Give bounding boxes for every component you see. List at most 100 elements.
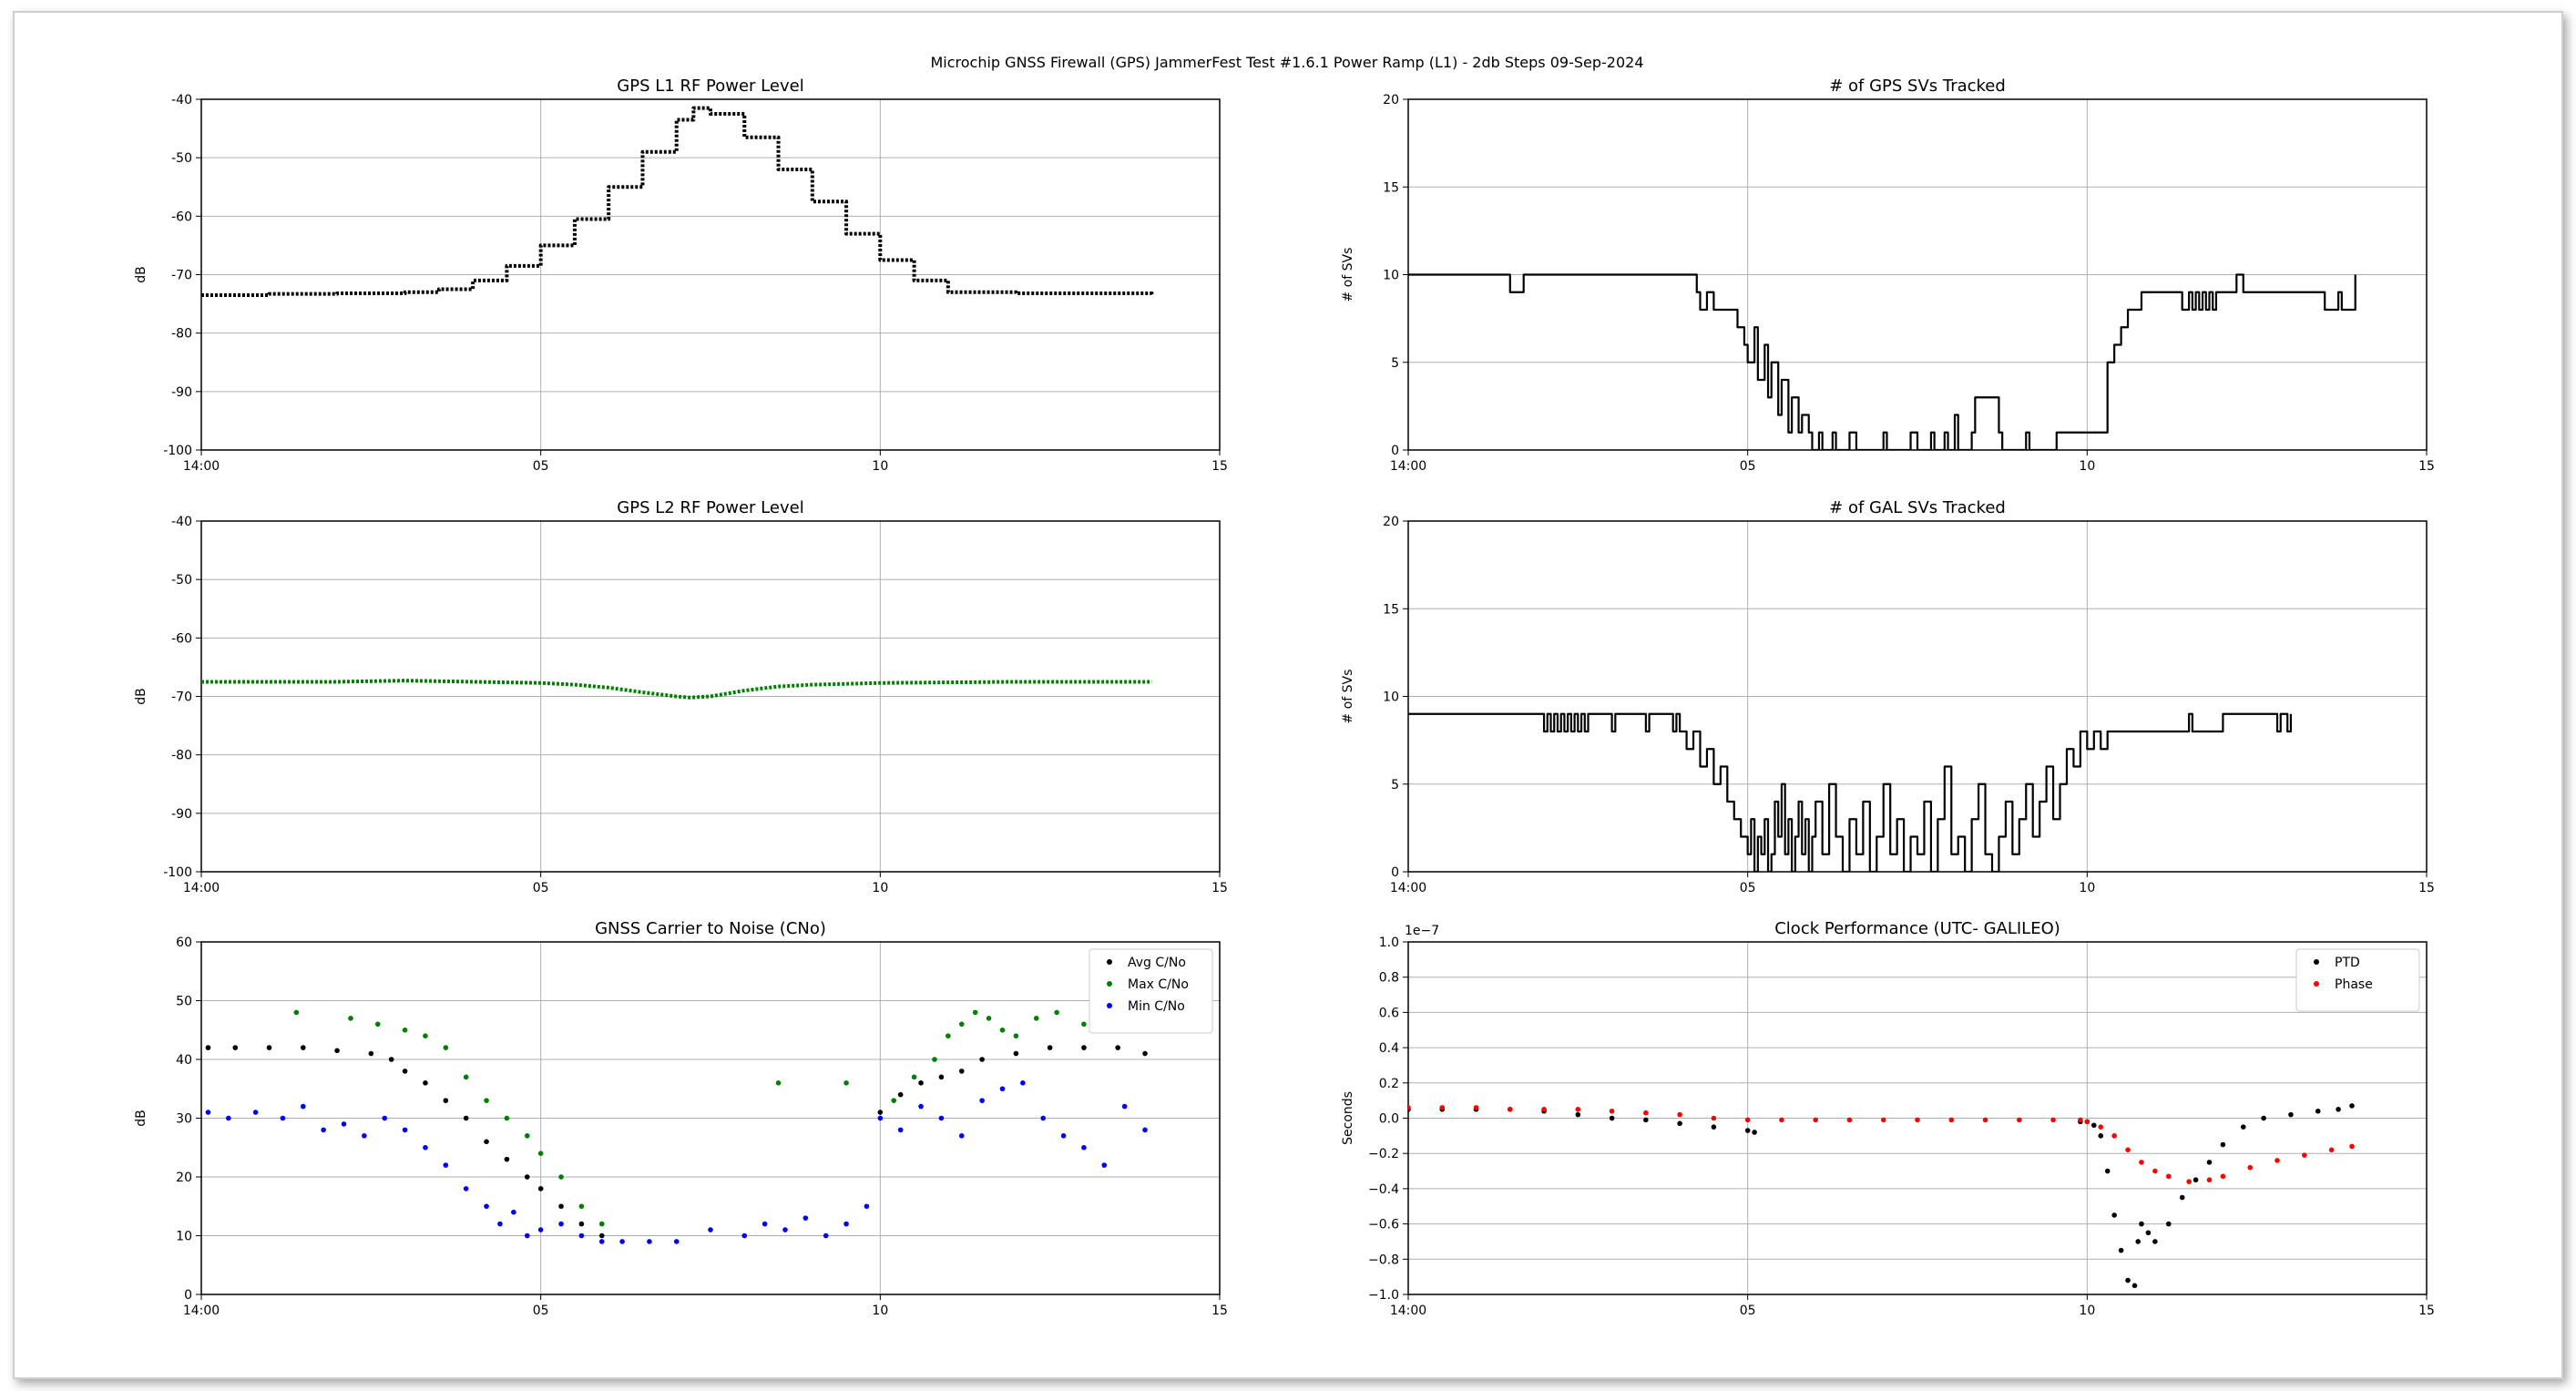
y-tick-label: 60 — [176, 936, 192, 950]
series-phase-point — [1813, 1117, 1818, 1123]
series-avg-c-no-point — [578, 1221, 585, 1227]
series-min-c-no-point — [280, 1115, 286, 1121]
series-phase-point — [2084, 1119, 2090, 1125]
series-min-c-no-point — [938, 1115, 945, 1121]
series-phase-point — [1473, 1105, 1479, 1110]
series-min-c-no-point — [382, 1115, 388, 1121]
series-min-c-no-point — [598, 1239, 605, 1244]
y-tick-label: -40 — [171, 515, 192, 529]
y-tick-label: -50 — [171, 151, 192, 166]
series-min-c-no-point — [843, 1221, 849, 1227]
figure-title: Microchip GNSS Firewall (GPS) JammerFest… — [930, 54, 1643, 71]
series-avg-c-no-point — [232, 1045, 239, 1050]
series-min-c-no-point — [524, 1232, 530, 1239]
legend-marker — [2314, 981, 2319, 987]
y-tick-label: −0.4 — [1368, 1182, 1399, 1197]
series-max-c-no-point — [484, 1098, 489, 1103]
series-max-c-no-point — [843, 1080, 849, 1086]
series-phase-point — [1575, 1107, 1581, 1112]
y-tick-label: -60 — [171, 210, 192, 224]
series-ptd-point — [2220, 1141, 2226, 1148]
series-phase-point — [1982, 1117, 1988, 1123]
series-ptd-point — [2135, 1239, 2142, 1244]
legend-entry: Avg C/No — [1128, 956, 1186, 970]
series-avg-c-no-point — [368, 1050, 374, 1057]
chart-title: # of GAL SVs Tracked — [1829, 498, 2006, 517]
series-ptd-point — [2131, 1283, 2138, 1289]
legend-box — [1089, 948, 1213, 1034]
series-min-c-no-point — [864, 1203, 870, 1210]
series-max-c-no-point — [999, 1027, 1006, 1033]
series-min-c-no-point — [511, 1209, 516, 1215]
series-ptd-point — [1575, 1111, 1581, 1118]
legend-entry: PTD — [2335, 956, 2360, 970]
legend-entry: Min C/No — [1128, 999, 1185, 1014]
series-ptd-point — [1744, 1128, 1751, 1133]
series-avg-c-no-point — [205, 1045, 211, 1050]
series-phase-point — [1677, 1111, 1682, 1118]
x-tick-label: 05 — [533, 459, 549, 474]
series-min-c-no-point — [823, 1232, 829, 1239]
series-avg-c-no-point — [1142, 1050, 1148, 1057]
x-tick-label: 14:00 — [1390, 1304, 1426, 1318]
series-ptd-point — [2090, 1122, 2097, 1129]
y-tick-label: 20 — [176, 1171, 192, 1185]
y-tick-label: -50 — [171, 573, 192, 588]
series-min-c-no-point — [619, 1239, 625, 1244]
series-max-c-no-point — [293, 1009, 300, 1016]
series-ptd-point — [2098, 1133, 2104, 1139]
series-max-c-no-point — [958, 1021, 965, 1028]
series-max-c-no-point — [524, 1133, 530, 1139]
y-tick-label: 10 — [1383, 690, 1399, 705]
series-max-c-no-point — [1054, 1009, 1059, 1016]
y-tick-label: -40 — [171, 93, 192, 107]
plot-marks — [1408, 712, 2293, 872]
y-tick-label: -70 — [171, 269, 192, 283]
legend-marker — [1107, 981, 1112, 987]
series-avg-c-no-point — [301, 1045, 306, 1050]
y-axis-label: dB — [134, 266, 148, 283]
y-tick-label: -90 — [171, 385, 192, 400]
y-tick-label: 0 — [1391, 444, 1399, 458]
x-tick-label: 10 — [872, 881, 888, 895]
y-tick-label: 30 — [176, 1112, 192, 1127]
y-tick-label: 0 — [184, 1288, 192, 1303]
x-tick-label: 10 — [2079, 459, 2095, 474]
series-max-c-no-point — [775, 1080, 782, 1086]
series-ptd-point — [1609, 1115, 1615, 1121]
y-tick-label: 0.0 — [1379, 1112, 1399, 1127]
x-tick-label: 05 — [1740, 881, 1756, 895]
series-0-line — [1408, 712, 2293, 872]
series-max-c-no-point — [932, 1057, 937, 1062]
series-avg-c-no-point — [938, 1074, 945, 1080]
series-min-c-no-point — [558, 1221, 564, 1227]
y-tick-label: 20 — [1383, 93, 1399, 107]
x-tick-label: 10 — [872, 1304, 888, 1318]
y-tick-label: −0.6 — [1368, 1218, 1399, 1232]
series-max-c-no-point — [504, 1115, 510, 1121]
chart-gps-l1-power: 14:00 05 10 15 -100 -90 -80 -70 -60 -50 -40 GPS L1 … — [134, 77, 1228, 474]
series-min-c-no-point — [741, 1232, 748, 1239]
legend-box — [2295, 948, 2420, 1012]
series-min-c-no-point — [341, 1121, 347, 1127]
series-avg-c-no-point — [979, 1057, 985, 1062]
series-phase-point — [1779, 1117, 1784, 1123]
series-avg-c-no-point — [598, 1232, 605, 1239]
y-tick-label: 0 — [1391, 865, 1399, 880]
series-phase-point — [2274, 1158, 2280, 1163]
series-max-c-no-point — [1013, 1033, 1019, 1038]
series-phase-point — [2078, 1117, 2083, 1123]
series-ptd-point — [2315, 1108, 2321, 1114]
series-max-c-no-point — [972, 1009, 978, 1016]
series-max-c-no-point — [911, 1074, 917, 1080]
series-phase-point — [2220, 1173, 2226, 1180]
y-axis-label: dB — [134, 1110, 148, 1127]
series-phase-point — [1948, 1117, 1955, 1123]
chart-title: GNSS Carrier to Noise (CNo) — [595, 919, 826, 938]
series-ptd-point — [2193, 1177, 2199, 1183]
series-min-c-no-point — [979, 1098, 985, 1103]
series-avg-c-no-point — [918, 1080, 924, 1086]
series-max-c-no-point — [578, 1203, 585, 1210]
x-tick-label: 14:00 — [183, 881, 220, 895]
